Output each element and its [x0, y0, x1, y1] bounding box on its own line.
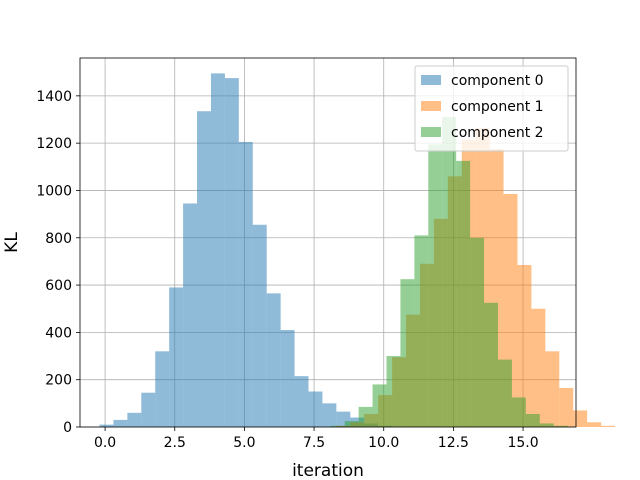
bar-component-0-bin-16: [322, 403, 337, 427]
plot-frame: [79, 57, 577, 428]
bar-component-2-bin-2: [358, 406, 373, 427]
bar-component-0-bin-2: [127, 412, 142, 427]
legend-label-component-2: component 2: [451, 125, 544, 141]
histogram-bars: [99, 73, 616, 428]
bar-component-2-bin-1: [344, 421, 359, 427]
x-tick-label-0: 0.0: [94, 435, 116, 451]
bar-component-2-bin-7: [428, 144, 443, 427]
legend: component 0 component 1 component 2: [414, 65, 569, 152]
x-tick-label-6: 15.0: [507, 435, 538, 451]
bar-component-2-bin-5: [400, 279, 415, 427]
legend-swatch-component-1: [421, 101, 441, 111]
y-tick-label-7: 1400: [36, 89, 72, 105]
bar-component-2-bin-10: [470, 237, 485, 427]
bar-component-2-bin-15: [539, 423, 554, 427]
legend-swatch-component-0: [421, 75, 441, 85]
bar-component-2-bin-13: [511, 397, 526, 427]
y-tick-label-5: 1000: [36, 183, 72, 199]
bar-component-1-bin-13: [517, 264, 532, 427]
bar-component-0-bin-14: [294, 376, 309, 427]
legend-label-component-0: component 0: [451, 73, 544, 89]
x-tick-label-1: 2.5: [164, 435, 186, 451]
bar-component-2-bin-4: [386, 356, 401, 427]
x-axis-ticks: 0.0 2.5 5.0 7.5 10.0 12.5 15.0: [94, 427, 539, 451]
bar-component-1-bin-18: [587, 422, 602, 427]
bar-component-2-bin-9: [456, 160, 471, 427]
bar-component-1-bin-19: [601, 425, 616, 427]
y-axis-label: KL: [2, 232, 22, 253]
bar-component-2-bin-16: [553, 425, 568, 427]
bar-component-2-bin-8: [442, 117, 457, 427]
x-axis-label: iteration: [292, 461, 364, 480]
y-tick-label-2: 400: [45, 325, 72, 341]
y-tick-label-3: 600: [45, 278, 72, 294]
y-tick-label-4: 800: [45, 231, 72, 247]
bar-component-0-bin-7: [197, 111, 211, 427]
bar-component-1-bin-16: [559, 387, 574, 427]
bar-component-1-bin-14: [531, 308, 546, 427]
bar-component-2-bin-6: [414, 235, 429, 427]
legend-box: [414, 65, 569, 152]
bar-component-0-bin-15: [308, 391, 323, 427]
bar-component-0-bin-1: [113, 419, 128, 427]
bar-component-0-bin-5: [169, 287, 184, 427]
bar-component-2-bin-12: [497, 359, 512, 427]
legend-label-component-1: component 1: [451, 99, 544, 115]
bar-component-0-bin-3: [141, 392, 156, 427]
bar-component-0-bin-0: [99, 424, 114, 427]
bar-component-0-bin-6: [183, 203, 198, 427]
y-tick-label-0: 0: [63, 420, 72, 436]
bar-component-0-bin-11: [252, 224, 267, 427]
bar-component-2-bin-3: [372, 384, 387, 427]
x-tick-label-4: 10.0: [368, 435, 399, 451]
y-axis-ticks: 0 200 400 600 800 1000 1200 1400: [36, 89, 80, 436]
y-tick-label-1: 200: [45, 373, 72, 389]
bar-component-0-bin-12: [266, 293, 281, 427]
x-tick-label-5: 12.5: [438, 435, 469, 451]
bar-component-2-bin-11: [484, 302, 498, 427]
bar-component-0-bin-8: [210, 73, 225, 427]
y-tick-label-6: 1200: [36, 136, 72, 152]
x-tick-label-3: 7.5: [303, 435, 325, 451]
legend-swatch-component-2: [421, 127, 441, 137]
bar-component-2-bin-0: [330, 425, 345, 427]
bar-component-0-bin-10: [238, 141, 253, 427]
bar-component-0-bin-13: [280, 330, 295, 427]
bar-component-0-bin-4: [155, 351, 170, 427]
bar-component-1-bin-15: [545, 351, 560, 427]
bar-component-1-bin-17: [573, 410, 588, 427]
x-tick-label-2: 5.0: [233, 435, 255, 451]
bar-component-2-bin-14: [525, 413, 540, 427]
bar-component-0-bin-9: [224, 78, 239, 427]
